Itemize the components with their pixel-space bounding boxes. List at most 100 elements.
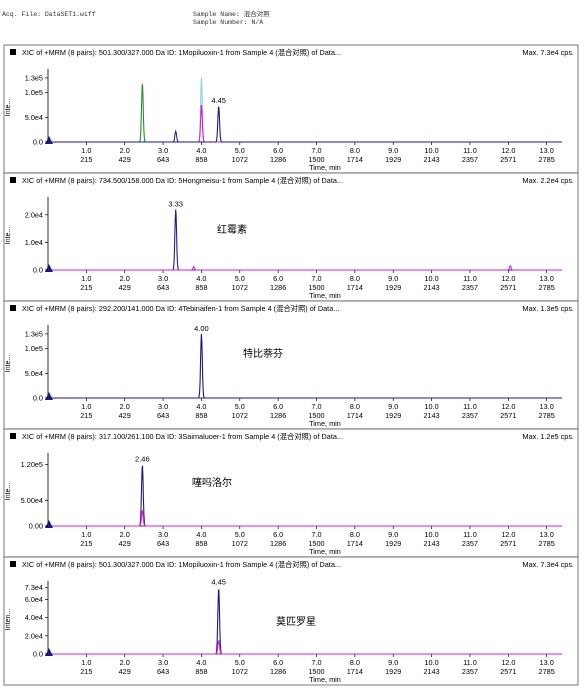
panel-frame xyxy=(3,172,579,302)
cycle-label: 2143 xyxy=(423,411,439,420)
y-tick-label: 0.0 xyxy=(33,650,43,659)
cycle-label: 1500 xyxy=(308,539,324,548)
panel-marker-icon xyxy=(10,305,16,311)
x-tick-label: 6.0 xyxy=(273,530,283,539)
x-axis-label: Time, min xyxy=(309,547,341,556)
cycle-label: 1072 xyxy=(232,539,248,548)
chromatogram-panel: XIC of +MRM (8 pairs): 292.200/141.000 D… xyxy=(3,300,579,430)
peak-label: 2.46 xyxy=(135,455,150,464)
x-tick-label: 10.0 xyxy=(424,658,438,667)
panel-frame xyxy=(3,556,579,686)
cycle-label: 2571 xyxy=(500,155,516,164)
panel-max-label: Max. 2.2e4 cps. xyxy=(522,176,574,185)
x-tick-label: 10.0 xyxy=(424,402,438,411)
cycle-label: 858 xyxy=(195,667,207,676)
cycle-label: 2785 xyxy=(539,539,555,548)
x-axis-label: Time, min xyxy=(309,419,341,428)
cycle-label: 1500 xyxy=(308,155,324,164)
cycle-label: 1929 xyxy=(385,283,401,292)
x-tick-label: 9.0 xyxy=(388,274,398,283)
chromatogram-trace xyxy=(51,265,562,271)
y-tick-label: 0.0 xyxy=(33,394,43,403)
panel-frame xyxy=(3,428,579,558)
cycle-label: 1072 xyxy=(232,411,248,420)
x-tick-label: 11.0 xyxy=(463,274,477,283)
cycle-label: 2143 xyxy=(423,155,439,164)
x-tick-label: 12.0 xyxy=(501,402,515,411)
x-tick-label: 8.0 xyxy=(350,402,360,411)
cycle-label: 2357 xyxy=(462,283,478,292)
chromatogram-trace xyxy=(51,333,562,399)
x-tick-label: 8.0 xyxy=(350,274,360,283)
cycle-label: 215 xyxy=(80,667,92,676)
x-tick-label: 4.0 xyxy=(196,530,206,539)
x-tick-label: 6.0 xyxy=(273,658,283,667)
cycle-label: 1714 xyxy=(347,411,363,420)
cycle-label: 643 xyxy=(157,283,169,292)
y-tick-label: 5.0e4 xyxy=(25,369,43,378)
peak-label: 4.00 xyxy=(194,324,209,333)
sample-number-label: Sample Number: N/A xyxy=(193,19,264,26)
panel-marker-icon xyxy=(10,177,16,183)
x-tick-label: 5.0 xyxy=(235,402,245,411)
cycle-label: 1929 xyxy=(385,155,401,164)
y-tick-label: 5.0e4 xyxy=(25,113,43,122)
cycle-label: 2571 xyxy=(500,667,516,676)
chromatogram-trace xyxy=(51,640,562,655)
y-tick-label: 4.0e4 xyxy=(25,613,43,622)
y-tick-label: 7.3e4 xyxy=(25,583,43,592)
y-tick-label: 1.0e4 xyxy=(25,238,43,247)
x-tick-label: 1.0 xyxy=(81,274,91,283)
x-tick-label: 13.0 xyxy=(540,402,554,411)
chromatogram-trace xyxy=(51,106,562,143)
y-axis-label: Inte... xyxy=(5,227,12,245)
cycle-label: 429 xyxy=(119,539,131,548)
cycle-label: 429 xyxy=(119,283,131,292)
cycle-label: 215 xyxy=(80,155,92,164)
x-tick-label: 9.0 xyxy=(388,402,398,411)
cycle-label: 858 xyxy=(195,539,207,548)
x-tick-label: 3.0 xyxy=(158,658,168,667)
x-tick-label: 1.0 xyxy=(81,146,91,155)
x-tick-label: 9.0 xyxy=(388,146,398,155)
cycle-label: 2357 xyxy=(462,155,478,164)
x-tick-label: 12.0 xyxy=(501,658,515,667)
y-axis-label: Inte... xyxy=(5,355,12,373)
x-axis-label: Time, min xyxy=(309,291,341,300)
x-tick-label: 11.0 xyxy=(463,658,477,667)
panel-frame xyxy=(3,44,579,174)
cycle-label: 429 xyxy=(119,155,131,164)
chromatogram-panel: XIC of +MRM (8 pairs): 501.300/327.000 D… xyxy=(3,556,579,686)
cycle-label: 643 xyxy=(157,667,169,676)
cycle-label: 858 xyxy=(195,283,207,292)
x-tick-label: 3.0 xyxy=(158,274,168,283)
x-tick-label: 8.0 xyxy=(350,530,360,539)
x-tick-label: 10.0 xyxy=(424,146,438,155)
x-tick-label: 7.0 xyxy=(311,658,321,667)
y-tick-label: 2.0e4 xyxy=(25,631,43,640)
y-tick-label: 5.00e4 xyxy=(21,496,43,505)
x-tick-label: 10.0 xyxy=(424,530,438,539)
x-tick-label: 11.0 xyxy=(463,402,477,411)
cycle-label: 1500 xyxy=(308,283,324,292)
cycle-label: 2571 xyxy=(500,411,516,420)
cycle-label: 1072 xyxy=(232,283,248,292)
x-tick-label: 6.0 xyxy=(273,274,283,283)
x-tick-label: 4.0 xyxy=(196,658,206,667)
x-tick-label: 2.0 xyxy=(120,658,130,667)
panel-max-label: Max. 1.2e5 cps. xyxy=(522,432,574,441)
cycle-label: 215 xyxy=(80,539,92,548)
panel-marker-icon xyxy=(10,433,16,439)
x-tick-label: 11.0 xyxy=(463,146,477,155)
cycle-label: 2357 xyxy=(462,539,478,548)
cycle-label: 858 xyxy=(195,155,207,164)
peak-label: 4.45 xyxy=(211,96,226,105)
panel-marker-icon xyxy=(10,49,16,55)
cycle-label: 215 xyxy=(80,283,92,292)
cycle-label: 2143 xyxy=(423,667,439,676)
peak-label: 3.33 xyxy=(168,199,183,208)
chromatogram-panel: XIC of +MRM (8 pairs): 501.300/327.000 D… xyxy=(3,44,579,174)
panel-title: XIC of +MRM (8 pairs): 501.300/327.000 D… xyxy=(22,48,341,57)
x-tick-label: 3.0 xyxy=(158,402,168,411)
cycle-label: 429 xyxy=(119,411,131,420)
